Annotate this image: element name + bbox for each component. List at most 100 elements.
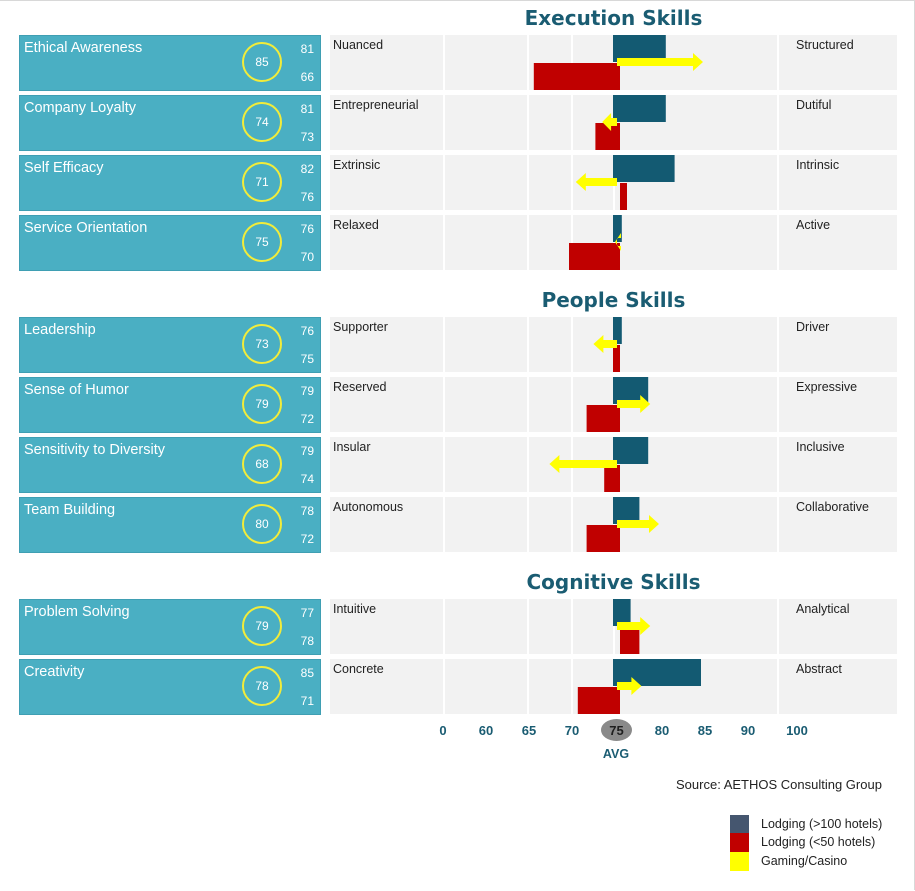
arrow-gaming: [617, 53, 703, 71]
trait-left-label: Reserved: [333, 380, 387, 394]
x-tick-label: 70: [564, 723, 580, 738]
bar-lodging-large: [613, 35, 666, 62]
bar-lodging-small: [533, 63, 620, 90]
bar-lodging-small: [569, 243, 620, 270]
legend-label: Gaming/Casino: [761, 854, 848, 868]
skill-name: Service Orientation: [24, 220, 148, 236]
trait-left-label: Supporter: [333, 320, 388, 334]
bar-lodging-large: [613, 155, 675, 182]
trait-left-label: Insular: [333, 440, 371, 454]
gaming-score-circle: 73: [242, 324, 282, 364]
trait-right-label: Structured: [796, 38, 854, 52]
legend-swatch: [730, 833, 749, 852]
x-tick-label: 80: [654, 723, 670, 738]
avg-value: 75: [609, 723, 624, 738]
gaming-score-circle: 68: [242, 444, 282, 484]
skill-name: Problem Solving: [24, 604, 130, 620]
bar-lodging-large: [613, 437, 649, 464]
x-tick-label: 85: [697, 723, 713, 738]
skill-box: Company Loyalty 74 81 73: [19, 95, 321, 151]
skill-box: Self Efficacy 71 82 76: [19, 155, 321, 211]
x-tick-label: 100: [786, 723, 808, 738]
bar-lodging-small: [620, 183, 627, 210]
arrow-gaming: [549, 455, 617, 473]
gaming-score-circle: 85: [242, 42, 282, 82]
lodging-large-score: 76: [300, 324, 314, 338]
trait-right-label: Collaborative: [796, 500, 869, 514]
skill-name: Creativity: [24, 664, 85, 680]
skill-box: Creativity 78 85 71: [19, 659, 321, 715]
legend-label: Lodging (>100 hotels): [761, 817, 883, 831]
skill-name: Sense of Humor: [24, 382, 129, 398]
trait-left-label: Entrepreneurial: [333, 98, 419, 112]
x-tick-label: 65: [521, 723, 537, 738]
x-tick-label: 90: [740, 723, 756, 738]
lodging-small-score: 66: [300, 70, 314, 84]
lodging-large-score: 82: [300, 162, 314, 176]
lodging-large-score: 78: [300, 504, 314, 518]
skill-box: Team Building 80 78 72: [19, 497, 321, 553]
trait-right-label: Inclusive: [796, 440, 845, 454]
skill-name: Company Loyalty: [24, 100, 137, 116]
trait-left-label: Extrinsic: [333, 158, 381, 172]
lodging-small-score: 73: [300, 130, 314, 144]
skill-name: Ethical Awareness: [24, 40, 143, 56]
lodging-large-score: 81: [300, 42, 314, 56]
trait-right-label: Expressive: [796, 380, 858, 394]
trait-right-label: Analytical: [796, 602, 850, 616]
lodging-large-score: 77: [300, 606, 314, 620]
bar-lodging-large: [613, 659, 701, 686]
legend-label: Lodging (<50 hotels): [761, 835, 876, 849]
avg-marker: [601, 719, 632, 741]
gaming-score-circle: 74: [242, 102, 282, 142]
lodging-large-score: 81: [300, 102, 314, 116]
lodging-small-score: 78: [300, 634, 314, 648]
gaming-score-circle: 80: [242, 504, 282, 544]
gaming-score-circle: 78: [242, 666, 282, 706]
lodging-small-score: 71: [300, 694, 314, 708]
bar-lodging-small: [620, 627, 640, 654]
source-note: Source: AETHOS Consulting Group: [676, 777, 882, 792]
skill-name: Leadership: [24, 322, 96, 338]
bar-lodging-small: [586, 405, 620, 432]
lodging-small-score: 76: [300, 190, 314, 204]
skill-name: Sensitivity to Diversity: [24, 442, 166, 458]
trait-left-label: Nuanced: [333, 38, 384, 52]
lodging-small-score: 74: [300, 472, 314, 486]
trait-right-label: Driver: [796, 320, 830, 334]
arrow-gaming: [615, 233, 621, 251]
skill-box: Leadership 73 76 75: [19, 317, 321, 373]
trait-right-label: Intrinsic: [796, 158, 840, 172]
bar-lodging-large: [613, 317, 622, 344]
x-tick-label: 0: [439, 723, 447, 738]
skill-box: Ethical Awareness 85 81 66: [19, 35, 321, 91]
arrow-gaming: [617, 617, 651, 635]
section-title-people: People Skills: [541, 288, 686, 312]
bar-lodging-small: [577, 687, 620, 714]
avg-label: AVG: [602, 747, 630, 761]
lodging-small-score: 75: [300, 352, 314, 366]
arrow-gaming: [602, 113, 617, 131]
lodging-large-score: 76: [300, 222, 314, 236]
lodging-small-score: 72: [300, 412, 314, 426]
skill-box: Service Orientation 75 76 70: [19, 215, 321, 271]
gaming-score-circle: 79: [242, 384, 282, 424]
lodging-small-score: 72: [300, 532, 314, 546]
legend-swatch: [730, 815, 749, 834]
lodging-large-score: 85: [300, 666, 314, 680]
skill-name: Self Efficacy: [24, 160, 104, 176]
gaming-score-circle: 75: [242, 222, 282, 262]
skill-box: Sense of Humor 79 79 72: [19, 377, 321, 433]
section-title-execution: Execution Skills: [524, 6, 703, 30]
gaming-score-circle: 79: [242, 606, 282, 646]
trait-right-label: Active: [796, 218, 831, 232]
bar-lodging-large: [613, 599, 631, 626]
skill-box: Sensitivity to Diversity 68 79 74: [19, 437, 321, 493]
arrow-gaming: [575, 173, 617, 191]
bar-lodging-large: [613, 95, 666, 122]
trait-left-label: Relaxed: [333, 218, 379, 232]
arrow-gaming: [593, 335, 617, 353]
legend-swatch: [730, 852, 749, 871]
gaming-score-circle: 71: [242, 162, 282, 202]
